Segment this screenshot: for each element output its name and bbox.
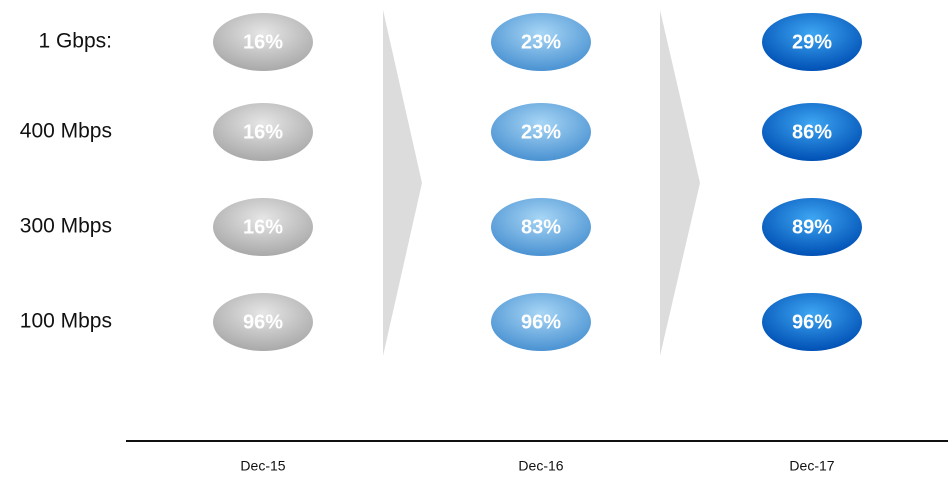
row-label: 400 Mbps (20, 120, 112, 143)
row-label: 1 Gbps: (38, 30, 112, 53)
bubble-value: 86% (792, 121, 832, 143)
value-bubble (762, 198, 862, 256)
value-bubble (491, 293, 591, 351)
value-bubble (491, 103, 591, 161)
value-bubble (762, 103, 862, 161)
value-bubble (762, 13, 862, 71)
bubble-value: 16% (243, 121, 283, 143)
bubble-value: 29% (792, 31, 832, 53)
value-bubble (213, 13, 313, 71)
column-label: Dec-15 (240, 458, 285, 474)
bubble-value: 23% (521, 31, 561, 53)
value-bubble (213, 103, 313, 161)
row-label: 100 Mbps (20, 310, 112, 333)
value-bubble (491, 198, 591, 256)
bubble-value: 83% (521, 216, 561, 238)
value-bubble (213, 198, 313, 256)
bubble-value: 96% (243, 311, 283, 333)
bubble-value: 16% (243, 216, 283, 238)
column-label: Dec-16 (518, 458, 563, 474)
row-label: 300 Mbps (20, 215, 112, 238)
value-bubble (491, 13, 591, 71)
value-bubble (762, 293, 862, 351)
bubble-value: 89% (792, 216, 832, 238)
column-label: Dec-17 (789, 458, 834, 474)
bubble-value: 23% (521, 121, 561, 143)
bubble-value: 96% (792, 311, 832, 333)
bubble-value: 16% (243, 31, 283, 53)
value-bubble (213, 293, 313, 351)
arrow (383, 10, 422, 356)
bubble-value: 96% (521, 311, 561, 333)
arrow (660, 10, 700, 356)
